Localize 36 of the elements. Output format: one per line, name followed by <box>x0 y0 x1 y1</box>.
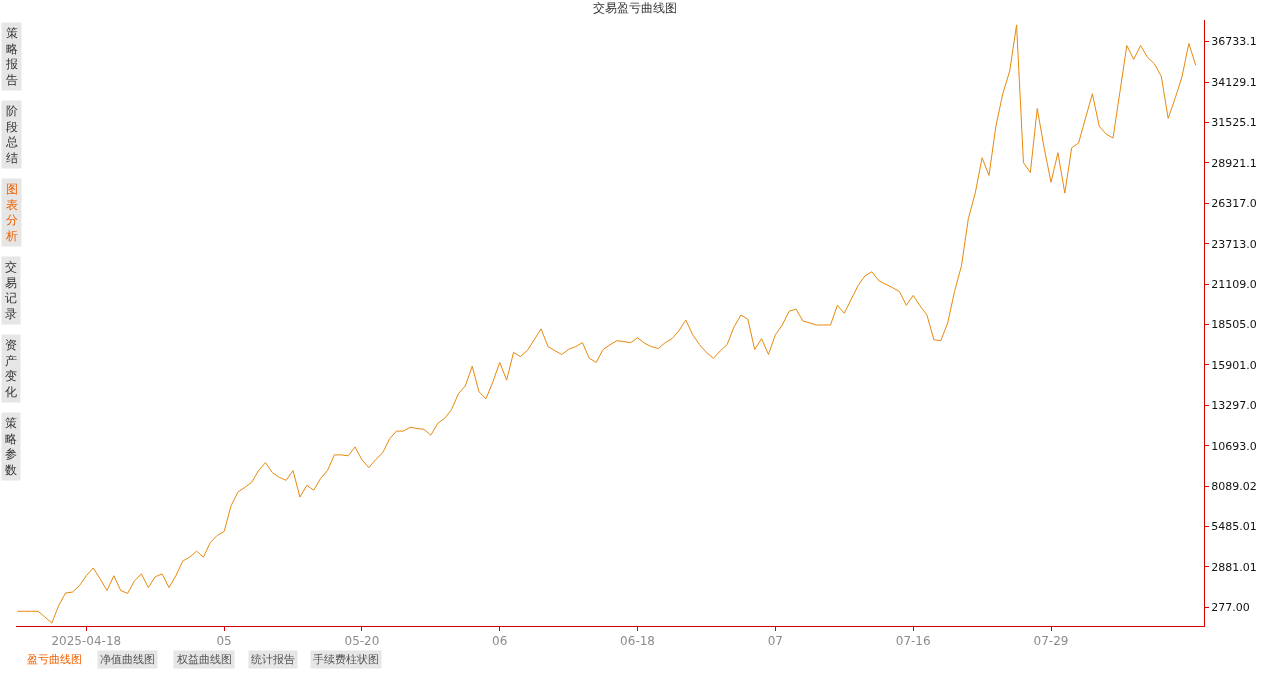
y-tick-label: 15901.0 <box>1211 358 1257 372</box>
y-tick-label: 28921.1 <box>1211 156 1257 170</box>
y-tick-label: 2881.01 <box>1211 560 1257 574</box>
x-tick-label: 05 <box>216 634 232 649</box>
text: 手续费柱状图 <box>313 653 379 666</box>
y-tick-label: 10693.0 <box>1211 439 1257 453</box>
chart-title: 交易盈亏曲线图 <box>592 0 677 15</box>
text: 净值曲线图 <box>100 653 155 666</box>
y-tick-label: 31525.1 <box>1211 116 1257 130</box>
annotation: 阶段总结 <box>5 104 18 165</box>
annotation: 交易记录 <box>5 260 17 321</box>
x-tick-label: 07-16 <box>895 634 931 649</box>
text: 盈亏曲线图 <box>27 653 82 666</box>
y-tick-label: 18505.0 <box>1211 318 1257 332</box>
y-tick-label: 13297.0 <box>1211 399 1257 413</box>
annotation: 资产变化 <box>5 338 17 399</box>
y-tick-label: 36733.1 <box>1211 35 1257 49</box>
y-tick-label: 8089.02 <box>1211 479 1257 493</box>
x-tick-label: 06-18 <box>620 634 655 649</box>
y-tick-label: 23713.0 <box>1211 237 1257 251</box>
y-tick-label: 21109.0 <box>1211 277 1257 291</box>
y-tick-label: 26317.0 <box>1211 197 1257 211</box>
text: 权益曲线图 <box>176 653 232 666</box>
x-tick-label: 07 <box>767 634 784 649</box>
annotation: 策略参数 <box>5 416 17 477</box>
y-tick-label: 277.00 <box>1211 601 1250 615</box>
y-tick-label: 5485.01 <box>1211 520 1257 534</box>
x-tick-label: 05-20 <box>344 634 380 649</box>
annotation: 图表分析 <box>5 182 18 243</box>
y-tick-label: 34129.1 <box>1211 75 1257 89</box>
line-series <box>16 24 1197 624</box>
x-tick-label: 07-29 <box>1033 634 1069 649</box>
x-tick-label: 06 <box>492 634 508 649</box>
text: 统计报告 <box>251 653 295 666</box>
annotation: 策略报告 <box>5 26 18 87</box>
x-tick-label: 2025-04-18 <box>51 634 122 649</box>
